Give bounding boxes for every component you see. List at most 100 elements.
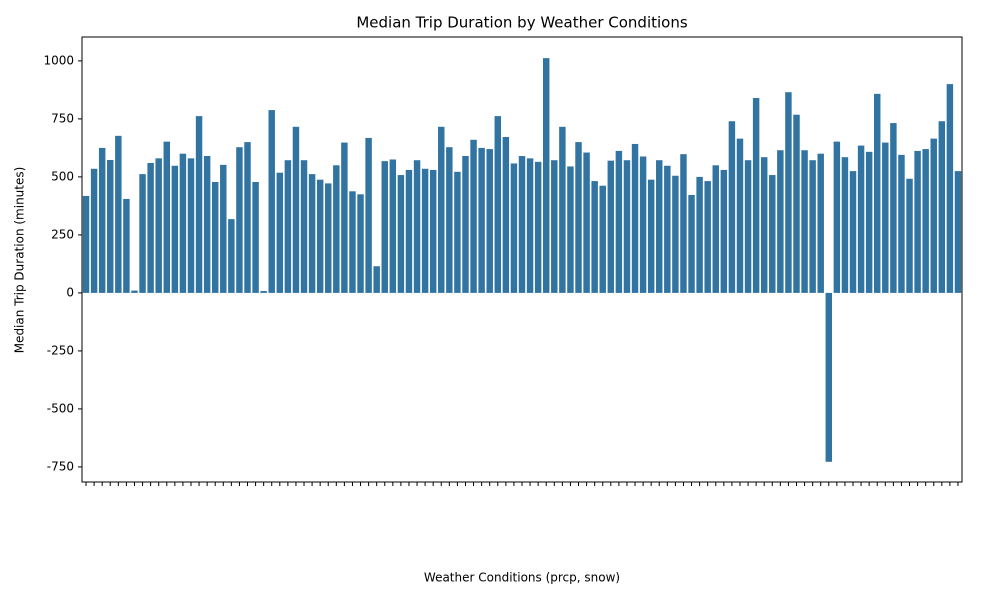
bar — [954, 171, 962, 293]
bar — [744, 160, 752, 293]
bar — [139, 174, 146, 293]
bar — [357, 194, 364, 293]
bar — [696, 176, 703, 293]
bar — [817, 153, 824, 293]
bar — [341, 142, 348, 293]
bar — [203, 156, 211, 293]
y-tick-label: 500 — [51, 169, 74, 183]
bar — [381, 161, 388, 293]
bar — [736, 138, 744, 293]
bar — [211, 182, 219, 293]
bar — [236, 147, 243, 293]
bar — [155, 158, 162, 293]
bar — [777, 150, 784, 293]
bar — [308, 174, 316, 293]
bar — [825, 292, 833, 462]
bar — [656, 160, 663, 293]
bar — [567, 166, 574, 293]
bar — [849, 171, 857, 293]
bar — [252, 182, 259, 293]
bar — [502, 136, 510, 293]
bar — [123, 198, 130, 293]
bar — [220, 164, 227, 293]
y-axis-label: Median Trip Duration (minutes) — [13, 167, 27, 354]
bar — [478, 147, 485, 293]
bar — [591, 181, 598, 293]
bar — [325, 183, 332, 293]
bar — [728, 121, 736, 293]
bar — [421, 168, 429, 293]
bar — [284, 160, 292, 293]
bar — [163, 141, 170, 293]
y-tick-label: 0 — [66, 285, 74, 299]
bar — [454, 171, 461, 293]
bar — [809, 160, 816, 293]
bar — [179, 153, 187, 293]
y-tick-label: 250 — [51, 227, 74, 241]
bar — [486, 149, 493, 293]
bar — [801, 150, 808, 293]
bar — [131, 290, 138, 293]
bar — [438, 126, 445, 293]
bar — [906, 178, 913, 293]
y-tick-label: -750 — [47, 459, 74, 473]
bar — [704, 181, 711, 293]
bar — [785, 92, 792, 293]
bar — [268, 110, 275, 293]
y-tick-label: -500 — [47, 401, 74, 415]
bar — [107, 159, 114, 293]
bar — [349, 191, 356, 293]
bar — [413, 160, 421, 293]
bar — [333, 165, 340, 293]
y-tick-label: 1000 — [43, 53, 74, 67]
bar — [300, 160, 308, 293]
bar — [244, 142, 251, 293]
bar — [373, 266, 380, 293]
bar — [922, 149, 929, 293]
bar — [760, 157, 768, 293]
bar — [647, 179, 655, 293]
bar — [874, 93, 881, 293]
plot-frame — [81, 36, 963, 483]
y-tick-label: 750 — [51, 111, 74, 125]
chart-title: Median Trip Duration by Weather Conditio… — [356, 14, 687, 32]
bar — [575, 142, 582, 293]
bar — [664, 165, 671, 293]
bar — [187, 158, 195, 293]
bar — [365, 137, 372, 293]
bar — [615, 150, 623, 293]
bar — [680, 154, 687, 293]
bar — [292, 126, 300, 293]
bar — [688, 195, 695, 293]
bar — [890, 123, 897, 293]
bar — [623, 160, 631, 293]
bar — [510, 163, 518, 293]
bar — [720, 169, 728, 293]
bar — [518, 156, 526, 293]
bar — [631, 143, 639, 293]
bar — [90, 168, 98, 293]
bar — [930, 138, 937, 293]
bar — [526, 158, 534, 293]
bar — [534, 161, 542, 293]
bar — [882, 142, 889, 293]
bar — [914, 150, 921, 293]
bar — [752, 98, 760, 293]
bar — [857, 145, 865, 293]
bar — [82, 195, 90, 293]
bar — [938, 121, 946, 293]
bar — [228, 219, 235, 293]
bar — [405, 169, 413, 293]
bar — [833, 141, 841, 293]
bar — [769, 175, 776, 293]
bar — [147, 162, 154, 293]
bar — [276, 172, 284, 293]
bar — [115, 135, 122, 293]
bar — [559, 126, 566, 293]
bar — [429, 169, 437, 293]
bar — [898, 154, 905, 293]
bar — [607, 160, 615, 293]
bar — [470, 139, 477, 293]
bar — [841, 157, 849, 293]
